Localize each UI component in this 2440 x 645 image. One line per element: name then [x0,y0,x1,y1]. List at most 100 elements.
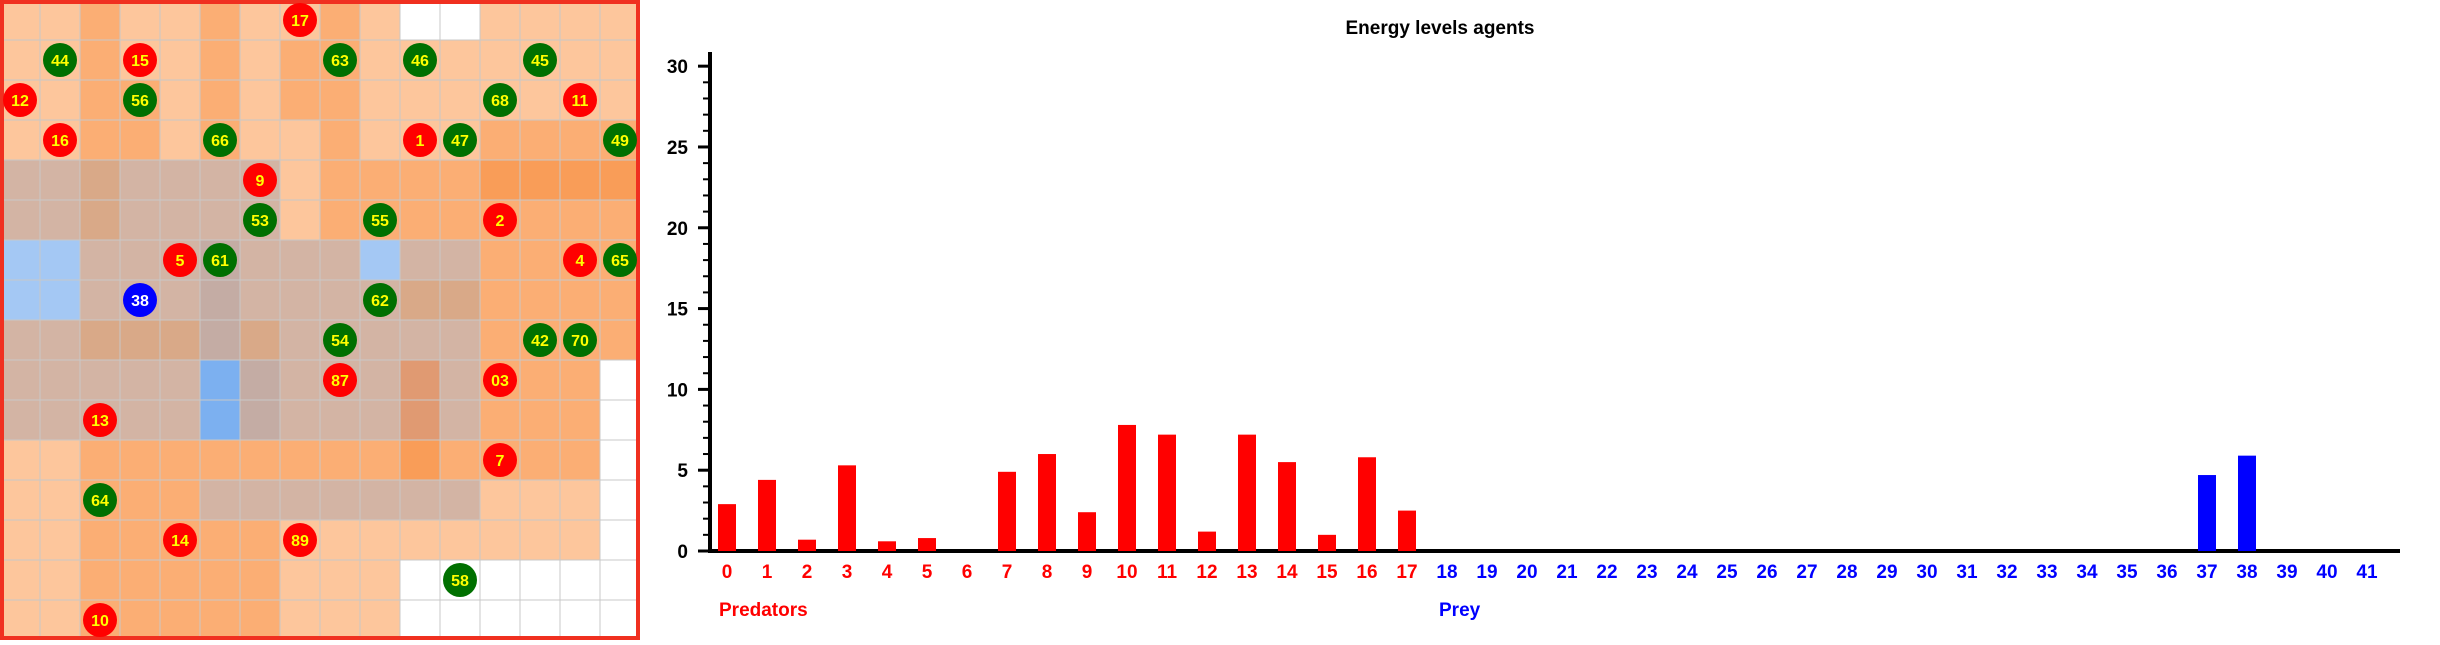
grid-cell [359,479,401,521]
grid-cell [559,279,601,321]
grid-cell [359,79,401,121]
grid-cell [599,599,641,641]
grid-cell [119,319,161,361]
grid-cell [119,399,161,441]
grid-cell [319,439,361,481]
agent-marker [443,123,477,157]
grid-cell [239,439,281,481]
grid-cell [439,279,481,321]
x-tick-label: 6 [962,562,973,583]
grid-cell [0,199,41,241]
grid-cell [0,159,41,201]
grid-cell [79,199,121,241]
bar [1118,424,1136,551]
agent-label: 66 [211,133,229,150]
bar [1398,510,1416,551]
x-tick-label: 39 [2276,562,2297,583]
grid-cell [519,199,561,241]
grid-cell [239,359,281,401]
group-label: Predators [719,600,808,621]
agent-marker [483,363,517,397]
grid-cell [439,199,481,241]
agent-label: 12 [11,93,29,110]
grid-cell [479,479,521,521]
grid-cell [39,0,81,41]
group-label: Prey [1439,600,1481,621]
grid-cell [599,479,641,521]
agent-label: 63 [331,53,349,70]
grid-cell [559,119,601,161]
y-tick-label: 10 [667,380,688,401]
grid-cell [0,239,41,281]
grid-cell [39,359,81,401]
agent-label: 89 [291,533,309,550]
grid-cell [0,519,41,561]
grid-cell [319,239,361,281]
grid-cell [239,239,281,281]
grid-cell [279,559,321,601]
x-tick-label: 18 [1436,562,1457,583]
x-tick-label: 16 [1356,562,1377,583]
grid-cell [439,599,481,641]
agent-marker [323,323,357,357]
grid-cell [359,359,401,401]
grid-cell [79,159,121,201]
agent-marker [563,323,597,357]
grid-cell [599,319,641,361]
grid-cell [279,479,321,521]
x-tick-label: 34 [2076,562,2098,583]
grid-cell [199,159,241,201]
grid-cell [159,79,201,121]
agent-label: 58 [451,573,469,590]
grid-cell [79,439,121,481]
grid-cell [439,519,481,561]
grid-cell [119,0,161,41]
grid-cell [39,439,81,481]
y-tick-label: 20 [667,219,688,240]
grid-cell [199,279,241,321]
grid-cell [519,399,561,441]
grid-cell [319,599,361,641]
grid-cell [239,599,281,641]
x-tick-label: 20 [1516,562,1537,583]
x-tick-label: 11 [1157,562,1178,583]
agent-marker [243,163,277,197]
grid-cell [519,479,561,521]
x-tick-label: 23 [1636,562,1657,583]
grid-cell [399,599,441,641]
grid-cell [119,559,161,601]
agent-marker [83,483,117,517]
agent-marker [43,43,77,77]
grid-cell [279,39,321,81]
grid-cell [279,439,321,481]
agent-marker [3,83,37,117]
grid-cell [79,119,121,161]
grid-cell [519,519,561,561]
agent-marker [403,123,437,157]
x-tick-label: 40 [2316,562,2337,583]
grid-cell [119,119,161,161]
agent-marker [83,603,117,637]
grid-cell [479,239,521,281]
grid-cell [119,439,161,481]
agent-label: 54 [331,333,349,350]
energy-chart: Energy levels agents 0 5 10 15 20 25 30 0 1 2 3 4 5 6… [650,0,2440,640]
agent-marker [163,523,197,557]
grid-cell [199,399,241,441]
grid-cell [399,159,441,201]
x-tick-label: 13 [1236,562,1257,583]
grid-cell [279,239,321,281]
grid-cell [199,479,241,521]
agent-marker [123,83,157,117]
grid-cell [279,279,321,321]
grid-cell [559,439,601,481]
x-tick-label: 17 [1396,562,1417,583]
grid-cell [0,439,41,481]
agent-marker [83,403,117,437]
grid-cell [319,479,361,521]
grid-cell [199,599,241,641]
grid-cell [279,119,321,161]
x-tick-label: 33 [2036,562,2057,583]
grid-cell [159,439,201,481]
grid-cell [479,319,521,361]
